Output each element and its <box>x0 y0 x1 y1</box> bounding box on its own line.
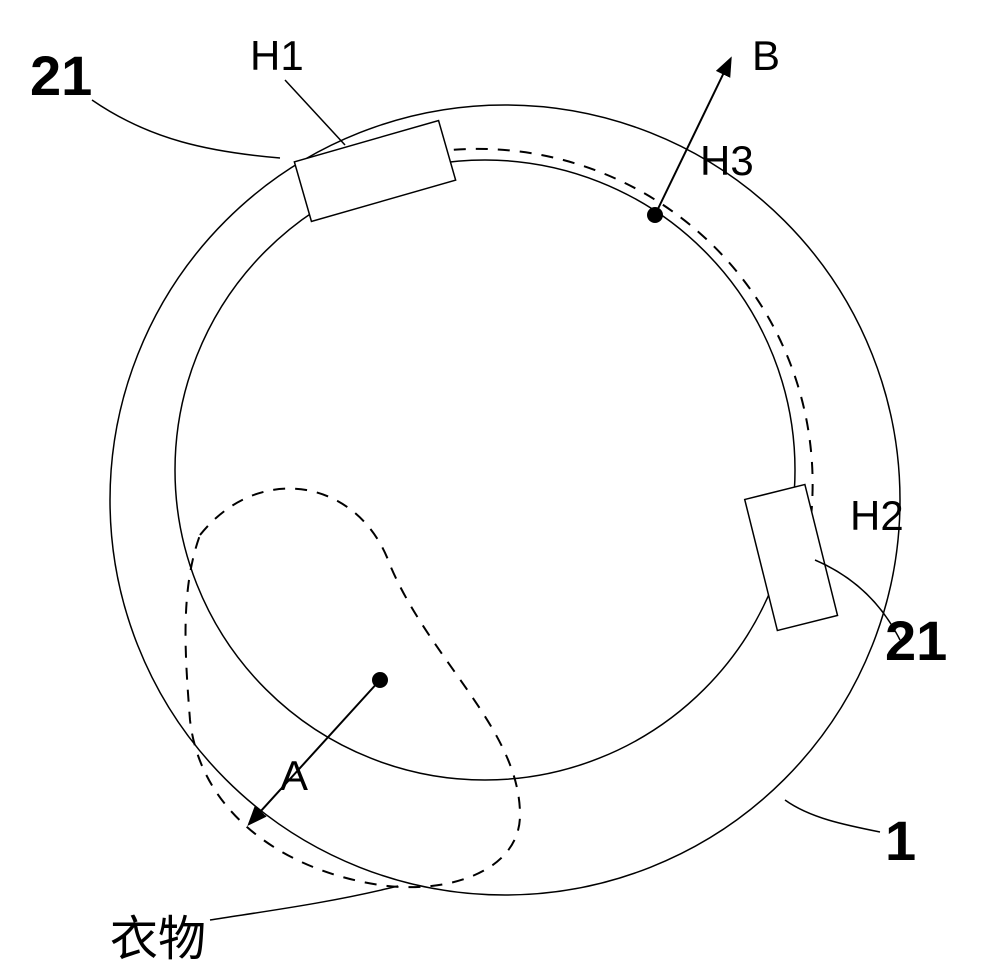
label-1: 1 <box>885 809 916 872</box>
diagram-svg: 21 H1 B H3 H2 21 1 A 衣物 <box>0 0 1000 974</box>
component-h1 <box>294 121 455 222</box>
leader-21-top <box>92 100 280 158</box>
label-h3: H3 <box>700 137 754 184</box>
label-21-right: 21 <box>885 609 947 672</box>
inner-ring <box>175 160 795 780</box>
label-h1: H1 <box>250 32 304 79</box>
label-a: A <box>280 752 308 799</box>
component-h2 <box>745 484 838 630</box>
label-clothing: 衣物 <box>110 913 206 966</box>
leader-clothing <box>210 886 398 920</box>
label-h2: H2 <box>850 492 904 539</box>
leader-1 <box>785 800 880 832</box>
leader-h1 <box>285 80 345 145</box>
label-b: B <box>752 32 780 79</box>
clothing-blob <box>186 489 520 888</box>
label-21-top: 21 <box>30 44 92 107</box>
dashed-arc <box>308 149 813 555</box>
arrow-a <box>250 680 380 823</box>
